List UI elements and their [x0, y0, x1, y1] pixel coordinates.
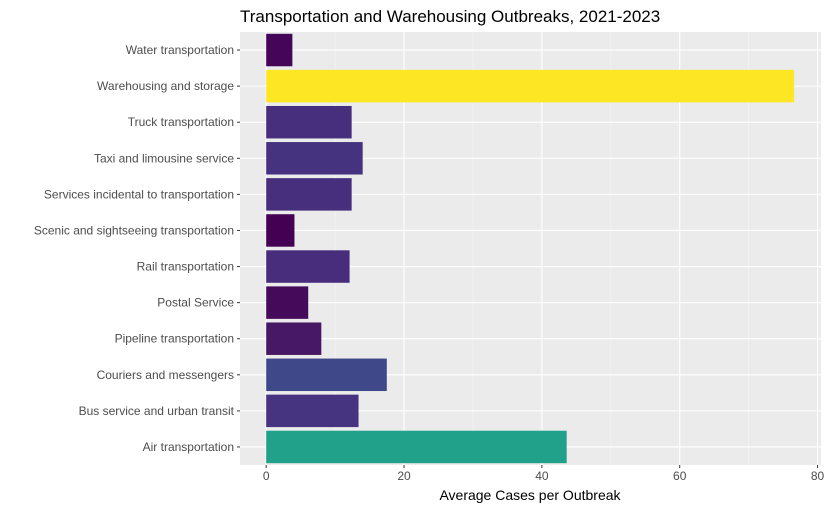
bar — [266, 430, 567, 464]
bar — [266, 105, 352, 139]
bar — [266, 33, 293, 67]
x-axis: 0 20 40 60 80 — [263, 465, 825, 483]
x-tick-label: 60 — [673, 469, 687, 483]
bar — [266, 394, 359, 428]
y-tick-label: Water transportation — [126, 43, 234, 57]
x-tick-label: 40 — [535, 469, 549, 483]
chart-title: Transportation and Warehousing Outbreaks… — [240, 7, 660, 26]
y-tick-label: Pipeline transportation — [115, 332, 234, 346]
bars — [266, 33, 795, 464]
bar — [266, 322, 322, 355]
y-tick-label: Air transportation — [143, 440, 234, 454]
y-tick-label: Postal Service — [157, 296, 234, 310]
y-tick-label: Taxi and limousine service — [94, 151, 234, 165]
bar — [266, 358, 387, 392]
plot-panel — [240, 32, 821, 465]
bar — [266, 286, 309, 319]
y-axis: Water transportation Warehousing and stor… — [34, 43, 240, 454]
x-tick-label: 20 — [397, 469, 411, 483]
y-tick-label: Warehousing and storage — [97, 79, 234, 93]
bar — [266, 69, 795, 103]
y-tick-label: Scenic and sightseeing transportation — [34, 223, 234, 237]
bar — [266, 178, 352, 211]
bar — [266, 214, 295, 247]
bar — [266, 142, 363, 175]
x-axis-title: Average Cases per Outbreak — [439, 487, 621, 503]
x-tick-label: 0 — [263, 469, 270, 483]
y-tick-label: Rail transportation — [137, 260, 234, 274]
y-tick-label: Services incidental to transportation — [44, 187, 234, 201]
x-tick-label: 80 — [811, 469, 825, 483]
y-tick-label: Truck transportation — [128, 115, 234, 129]
bar — [266, 250, 350, 283]
y-tick-label: Couriers and messengers — [97, 368, 234, 382]
y-tick-label: Bus service and urban transit — [79, 404, 235, 418]
